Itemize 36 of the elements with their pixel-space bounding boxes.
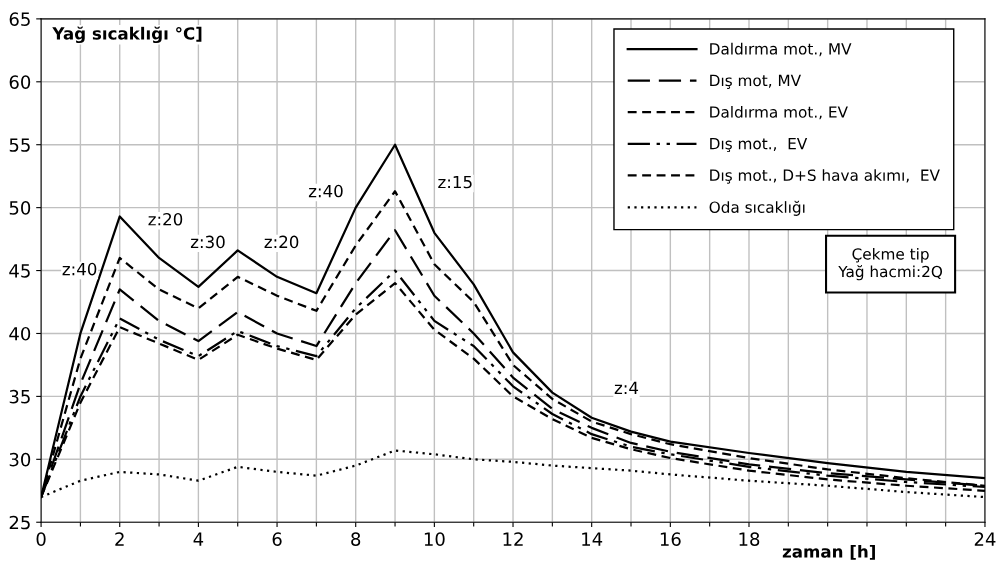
y-tick-label: 25 [9,515,30,530]
y-tick-label: 35 [9,389,30,404]
y-tick-label: 55 [9,138,30,152]
y-axis-title: Yağ sıcaklığı °C] [52,26,202,44]
x-tick-label: 14 [582,532,603,546]
x-tick-label: 16 [660,532,681,546]
x-tick-label: 12 [503,532,523,546]
x-tick-label: 6 [272,532,282,546]
annotation: z:40 [308,184,343,198]
legend-label: Dış mot., EV [710,138,808,153]
annotation: z:4 [614,381,639,394]
annotation: Çekme tip Yağ hacmi:2Q [838,247,943,281]
y-tick-label: 50 [9,201,31,215]
legend-label: Oda sıcaklığı [709,200,805,216]
y-tick-label: 60 [9,75,31,89]
annotation: z:40 [62,262,97,276]
x-tick-label: 0 [36,532,46,546]
y-tick-label: 45 [9,264,30,278]
annotation: z:20 [148,212,183,226]
legend-label: Daldırma mot., MV [710,42,852,57]
legend-label: Dış mot, MV [710,74,801,89]
y-tick-label: 65 [9,12,30,26]
x-tick-label: 24 [974,532,996,546]
legend-label: Daldırma mot., EV [710,105,848,120]
annotation: z:30 [190,235,225,249]
x-tick-label: 8 [351,532,361,546]
annotation: z:20 [264,235,299,249]
y-tick-label: 40 [9,326,31,341]
legend-label: Dış mot., D+S hava akımı, EV [710,169,940,184]
annotation: z:15 [438,175,472,189]
x-tick-label: 2 [115,532,124,546]
x-tick-label: 18 [739,532,760,546]
x-tick-label: 10 [424,532,445,546]
x-tick-label: 4 [193,532,204,546]
x-axis-title: zaman [h] [782,544,875,560]
y-tick-label: 30 [9,452,31,467]
